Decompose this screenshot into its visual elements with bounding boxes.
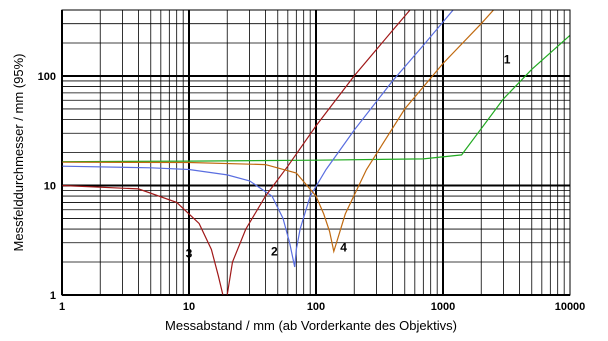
y-axis-label: Messfelddurchmesser / mm (95%): [11, 54, 26, 252]
series-line-4: [62, 10, 494, 254]
y-tick-label: 10: [44, 180, 56, 192]
x-tick-label: 1000: [431, 301, 455, 313]
y-tick-label: 100: [38, 71, 56, 83]
x-axis-label: Messabstand / mm (ab Vorderkante des Obj…: [165, 318, 457, 333]
series-layer: [62, 10, 570, 295]
curve-label-1: 1: [504, 52, 511, 66]
grid: [61, 9, 570, 296]
x-tick-label: 100: [307, 301, 325, 313]
curve-label-2: 2: [271, 244, 278, 258]
x-tick-label: 10000: [555, 301, 586, 313]
tick-layer: 1 10 100 1000 10000 1 10 100: [38, 71, 586, 313]
curve-label-4: 4: [340, 240, 347, 254]
x-tick-label: 1: [59, 301, 65, 313]
series-line-3: [62, 10, 411, 295]
series-line-2: [62, 10, 454, 268]
annotation-layer: 1 2 3 4: [186, 52, 511, 260]
plot-frame: [61, 9, 571, 296]
series-line-1: [62, 34, 570, 163]
x-tick-label: 10: [183, 301, 195, 313]
y-tick-label: 1: [50, 290, 56, 302]
curve-label-3: 3: [186, 246, 193, 260]
